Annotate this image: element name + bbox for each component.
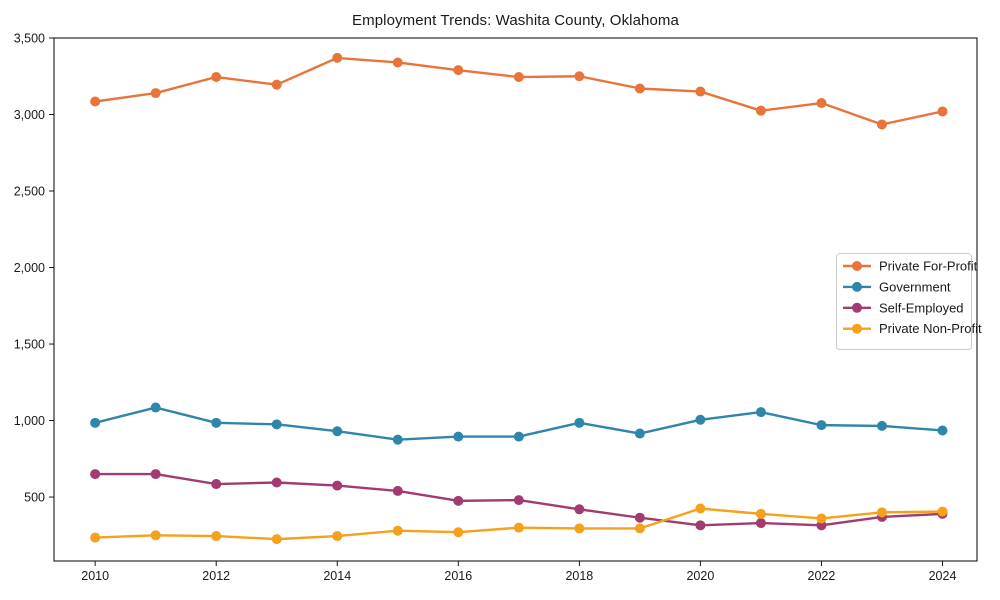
y-tick-label: 3,500 [14, 32, 45, 46]
axis-ticks: 500 1,000 1,500 2,000 2,500 3,000 3,500 2010 201… [14, 32, 957, 584]
data-point [90, 417, 101, 428]
data-point [574, 417, 585, 428]
data-point [695, 86, 706, 97]
data-point [453, 495, 464, 506]
data-point [876, 507, 887, 518]
data-point [755, 105, 766, 116]
x-tick-label: 2010 [81, 569, 109, 583]
legend-dot-marker [852, 323, 862, 334]
series-government [90, 402, 948, 445]
data-point [816, 513, 827, 524]
data-point [453, 431, 464, 442]
data-point [634, 523, 645, 534]
y-tick-label: 500 [24, 491, 45, 505]
data-point [150, 88, 161, 99]
data-point [695, 503, 706, 514]
y-tick-label: 1,000 [14, 414, 45, 428]
legend-item: Private For-Profit [843, 259, 978, 274]
series-line [93, 56, 944, 126]
x-tick-label: 2012 [202, 569, 230, 583]
data-point [271, 534, 282, 545]
plot-frame [53, 37, 978, 562]
data-point [453, 527, 464, 538]
x-tick-label: 2024 [929, 569, 957, 583]
data-point [90, 96, 101, 107]
data-point [332, 531, 343, 542]
legend-item: Private Non-Profit [843, 321, 982, 336]
legend-item: Self-Employed [843, 300, 964, 315]
data-point [90, 532, 101, 543]
data-point [695, 414, 706, 425]
data-point [876, 420, 887, 431]
data-point [211, 72, 222, 83]
data-point [150, 402, 161, 413]
legend-label: Private For-Profit [879, 259, 978, 274]
y-tick-label: 1,500 [14, 338, 45, 352]
data-point [574, 523, 585, 534]
legend-item: Government [843, 279, 951, 294]
legend-dot-marker [852, 261, 862, 271]
data-point [755, 508, 766, 519]
data-point [150, 530, 161, 541]
data-point [513, 495, 524, 506]
data-point [937, 106, 948, 117]
legend-dot-marker [852, 281, 862, 292]
y-tick-label: 2,000 [14, 261, 45, 275]
x-tick-label: 2014 [323, 569, 351, 583]
data-point [211, 417, 222, 428]
chart-title: Employment Trends: Washita County, Oklah… [352, 12, 679, 29]
data-point [332, 480, 343, 491]
data-point [513, 522, 524, 533]
data-point [513, 431, 524, 442]
data-point [937, 506, 948, 517]
data-point [574, 504, 585, 515]
series-self-employed [90, 469, 948, 531]
x-tick-label: 2022 [808, 569, 836, 583]
data-point [332, 426, 343, 437]
data-point [271, 477, 282, 488]
data-point [816, 98, 827, 109]
data-point [634, 428, 645, 439]
legend-label: Private Non-Profit [879, 321, 982, 336]
data-point [634, 512, 645, 523]
data-point [816, 520, 827, 531]
data-point [392, 525, 403, 536]
y-tick-label: 3,000 [14, 108, 45, 122]
data-point [211, 531, 222, 542]
data-point [150, 469, 161, 480]
x-tick-label: 2016 [444, 569, 472, 583]
data-point [392, 434, 403, 445]
x-tick-label: 2020 [686, 569, 714, 583]
data-point [695, 520, 706, 531]
legend-box [836, 253, 972, 350]
legend: Private For-Profit Government Self-Employe… [836, 253, 982, 350]
data-point [211, 479, 222, 490]
data-point [271, 419, 282, 430]
legend-label: Government [879, 279, 951, 294]
data-point [392, 485, 403, 496]
data-point [876, 119, 887, 130]
data-point [755, 518, 766, 529]
data-point [513, 72, 524, 83]
data-point [816, 420, 827, 431]
data-point [271, 79, 282, 90]
data-point [453, 65, 464, 76]
legend-dot-marker [852, 302, 862, 313]
data-point [574, 71, 585, 82]
data-point [755, 407, 766, 418]
series-private-for-profit [90, 52, 948, 130]
series-private-non-profit [90, 503, 948, 545]
data-point [90, 469, 101, 480]
y-tick-label: 2,500 [14, 185, 45, 199]
x-tick-label: 2018 [565, 569, 593, 583]
data-point [392, 57, 403, 68]
data-point [332, 52, 343, 63]
legend-label: Self-Employed [879, 300, 964, 315]
data-point [634, 83, 645, 94]
data-point [937, 425, 948, 436]
